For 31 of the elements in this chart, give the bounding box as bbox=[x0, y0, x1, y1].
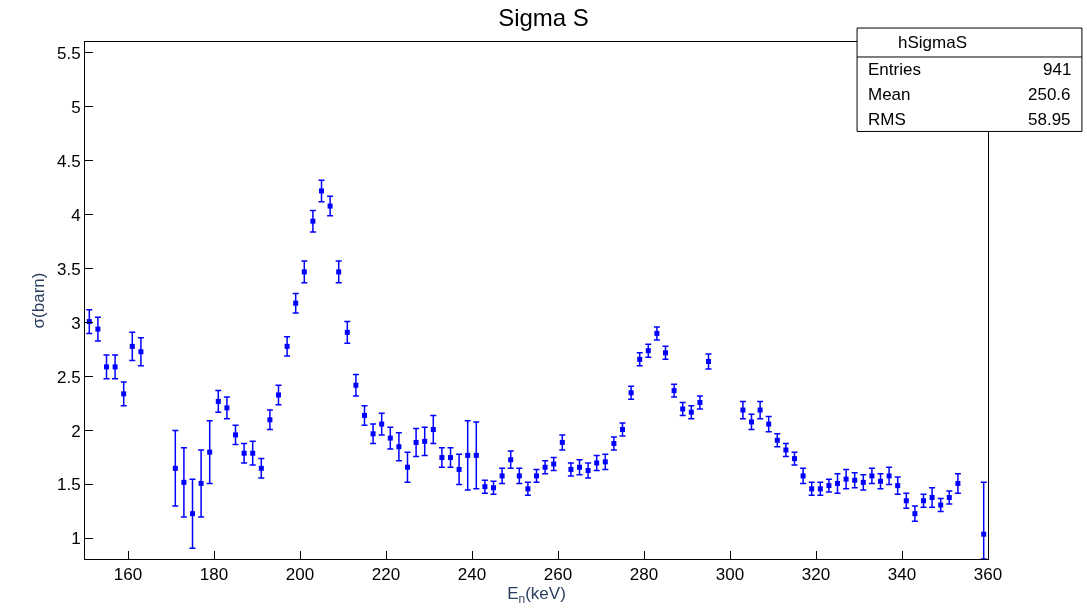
x-tick-label: 300 bbox=[715, 565, 745, 585]
x-tick-label: 260 bbox=[543, 565, 573, 585]
text: 250.6 bbox=[1028, 85, 1071, 104]
x-tick-label: 320 bbox=[801, 565, 831, 585]
y-tick-label: 3.5 bbox=[56, 259, 81, 279]
annotation: hSigmaS bbox=[898, 33, 967, 52]
y-tick-label: 2 bbox=[71, 421, 81, 441]
x-tick-label: 200 bbox=[285, 565, 315, 585]
text: 58.95 bbox=[1028, 110, 1071, 129]
y-tick-label: 2.5 bbox=[56, 367, 81, 387]
x-tick-label: 180 bbox=[199, 565, 229, 585]
y-tick-label: 4.5 bbox=[56, 151, 81, 171]
text: 941 bbox=[1043, 60, 1072, 79]
chart-title: Sigma S bbox=[498, 3, 589, 31]
x-tick-label: 240 bbox=[457, 565, 487, 585]
x-tick-label: 360 bbox=[973, 565, 1003, 585]
annotation: Mean bbox=[868, 85, 911, 104]
y-tick-label: 4 bbox=[71, 205, 81, 225]
x-axis-title: E$_{n}$(keV) bbox=[507, 584, 566, 606]
annotation: RMS bbox=[868, 110, 906, 129]
x-tick-label: 160 bbox=[113, 565, 143, 585]
y-tick-label: 1.5 bbox=[56, 475, 81, 495]
x-tick-label: 280 bbox=[629, 565, 659, 585]
x-tick-label: 220 bbox=[371, 565, 401, 585]
annotation: Entries bbox=[868, 60, 921, 79]
y-tick-label: 5 bbox=[71, 97, 81, 117]
y-axis-title: σ(barn) bbox=[28, 272, 48, 329]
y-tick-label: 3 bbox=[71, 313, 81, 333]
y-tick-label: 1 bbox=[71, 529, 81, 549]
y-tick-label: 5.5 bbox=[56, 43, 81, 63]
x-tick-label: 340 bbox=[887, 565, 917, 585]
